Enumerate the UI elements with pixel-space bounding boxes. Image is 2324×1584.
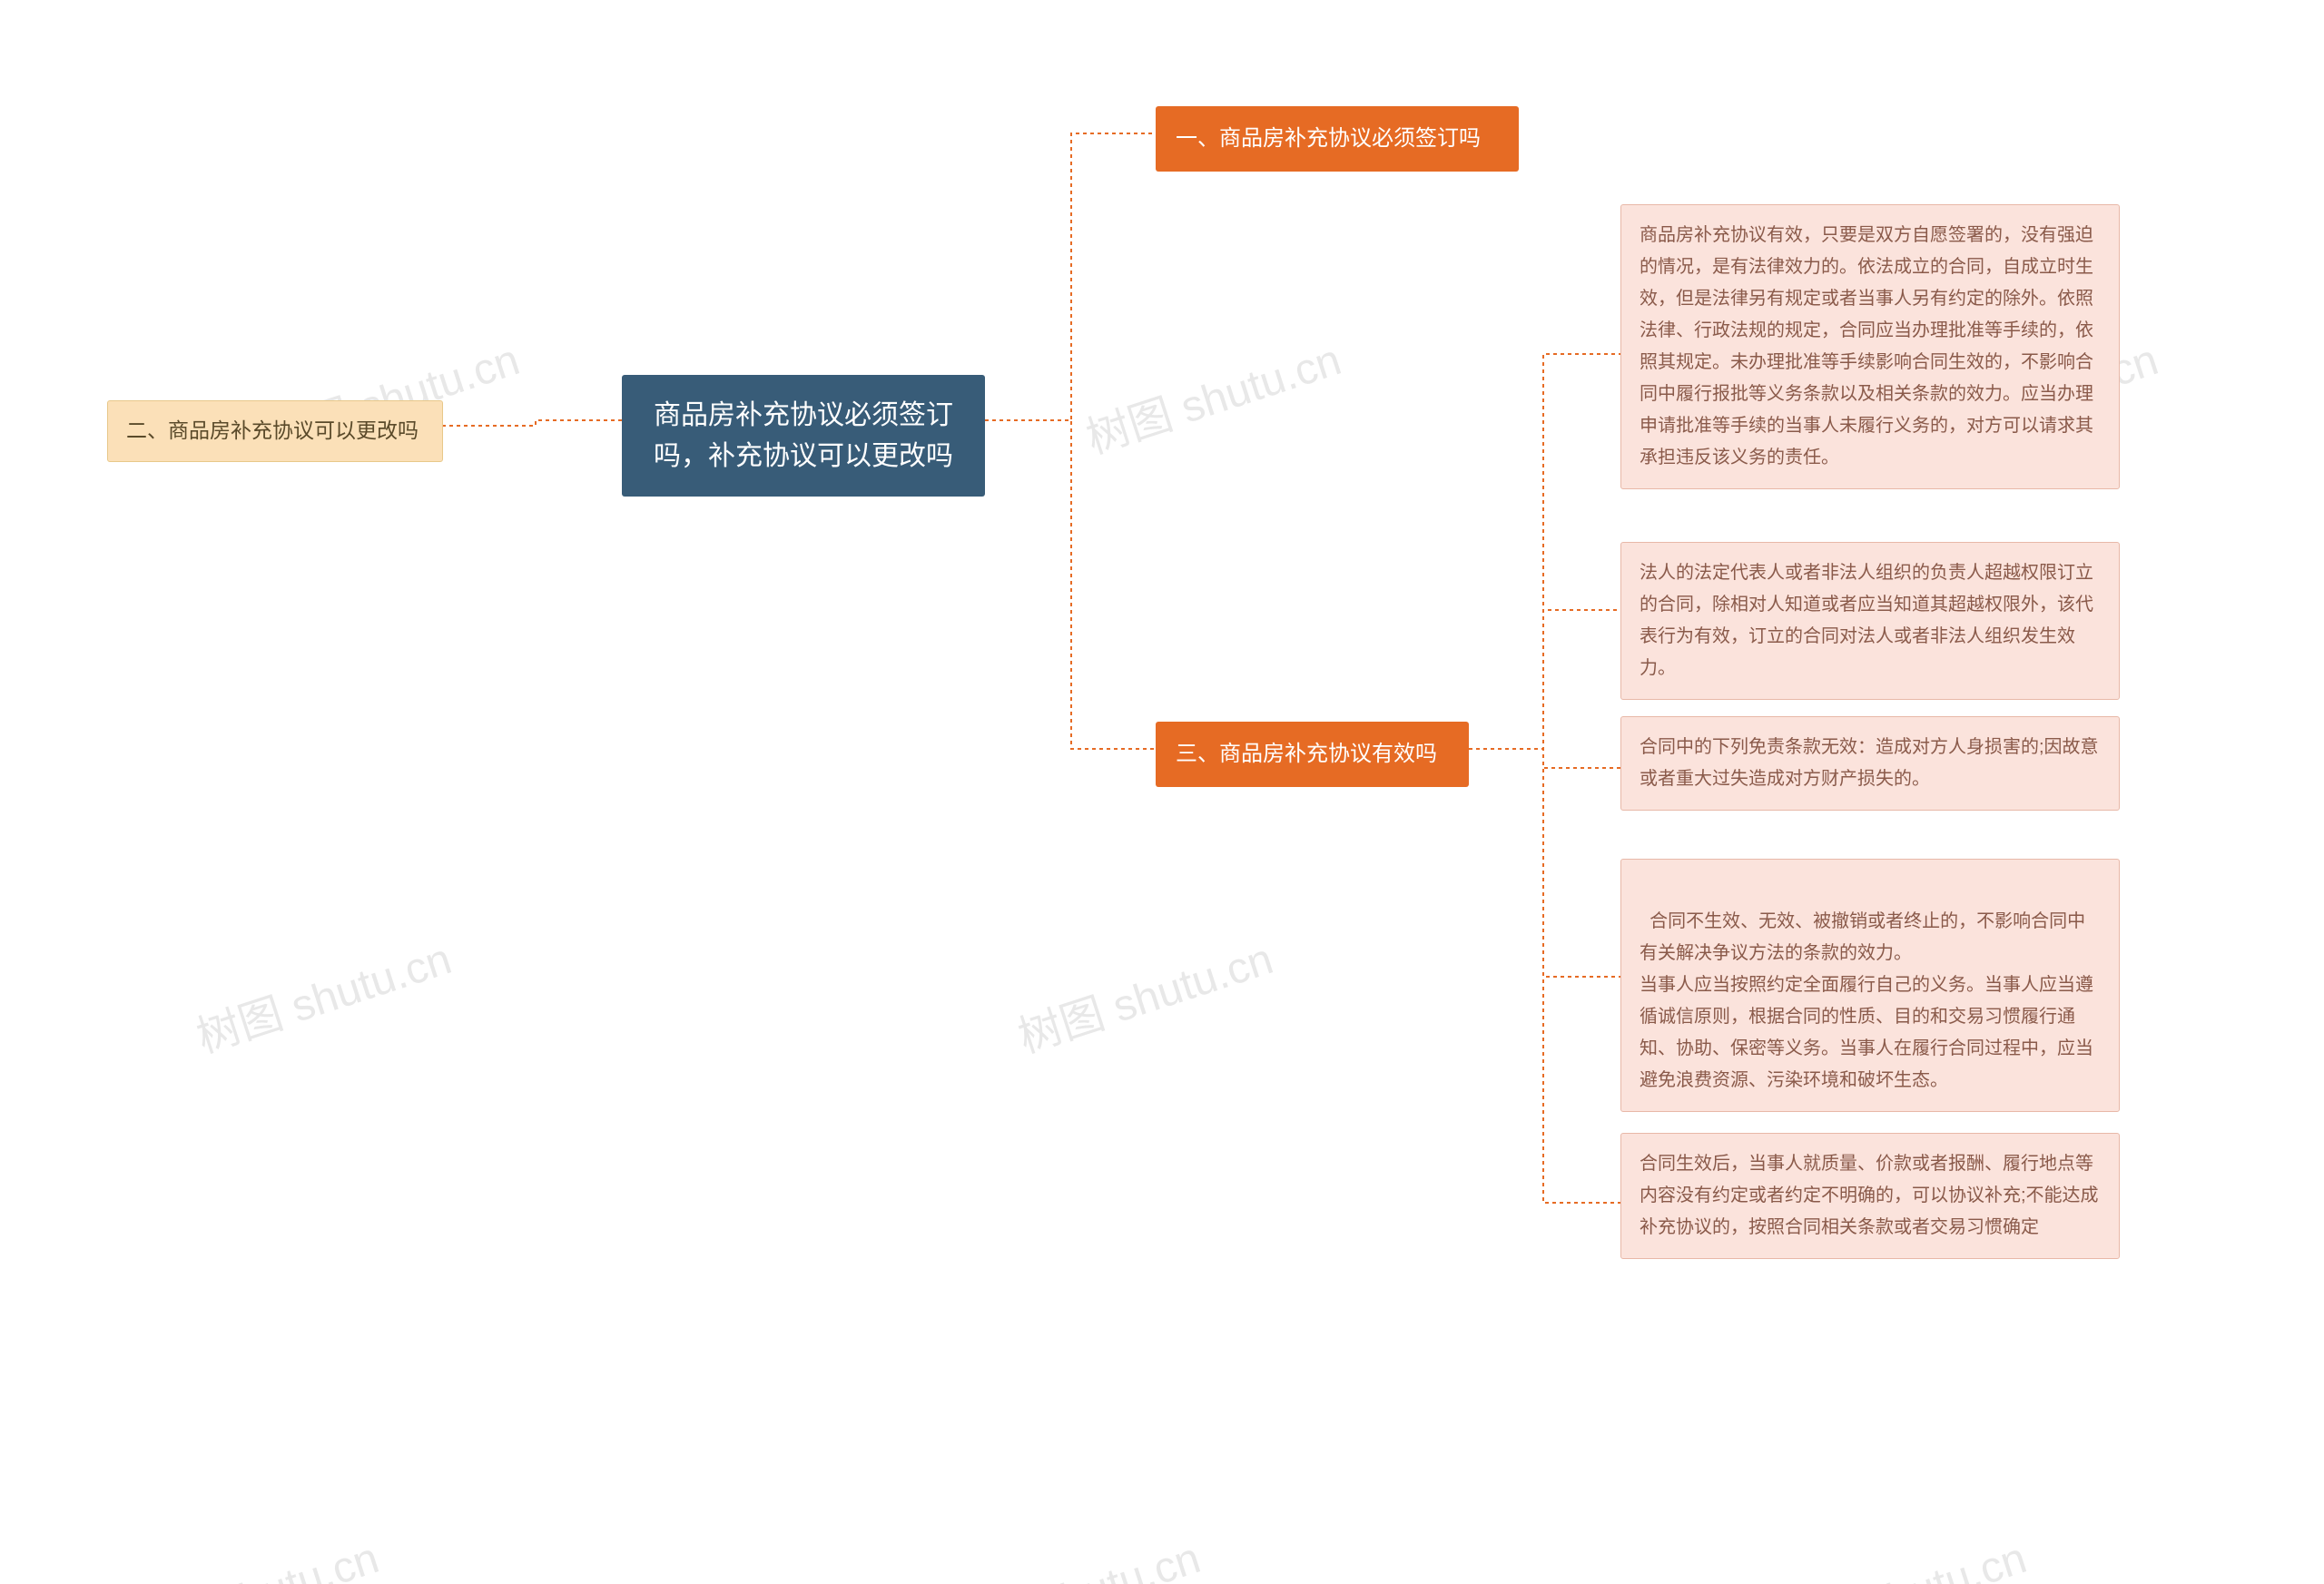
watermark: 树图 shutu.cn [1009,923,1279,1065]
leaf-node[interactable]: 商品房补充协议有效，只要是双方自愿签署的，没有强迫的情况，是有法律效力的。依法成… [1620,204,2120,489]
leaf-text: 法人的法定代表人或者非法人组织的负责人超越权限订立的合同，除相对人知道或者应当知… [1640,563,2093,678]
leaf-node[interactable]: 合同中的下列免责条款无效：造成对方人身损害的;因故意或者重大过失造成对方财产损失… [1620,716,2120,811]
branch-three[interactable]: 三、商品房补充协议有效吗 [1156,722,1469,787]
leaf-text: 合同生效后，当事人就质量、价款或者报酬、履行地点等内容没有约定或者约定不明确的，… [1640,1154,2099,1237]
mindmap-root[interactable]: 商品房补充协议必须签订 吗，补充协议可以更改吗 [622,375,985,497]
watermark: 树图 shutu.cn [1762,1522,2033,1584]
branch-three-label: 三、商品房补充协议有效吗 [1176,742,1437,766]
leaf-text: 商品房补充协议有效，只要是双方自愿签署的，没有强迫的情况，是有法律效力的。依法成… [1640,225,2093,467]
branch-two-label: 二、商品房补充协议可以更改吗 [126,418,419,442]
watermark: 树图 shutu.cn [1077,324,1347,466]
branch-one-label: 一、商品房补充协议必须签订吗 [1176,126,1481,151]
root-line1: 商品房补充协议必须签订 [654,400,953,430]
leaf-node[interactable]: 法人的法定代表人或者非法人组织的负责人超越权限订立的合同，除相对人知道或者应当知… [1620,542,2120,700]
watermark: 树图 shutu.cn [114,1522,385,1584]
leaf-text: 合同中的下列免责条款无效：造成对方人身损害的;因故意或者重大过失造成对方财产损失… [1640,737,2099,789]
branch-two[interactable]: 二、商品房补充协议可以更改吗 [107,400,443,462]
leaf-text: 合同不生效、无效、被撤销或者终止的，不影响合同中有关解决争议方法的条款的效力。 … [1640,911,2093,1090]
root-line2: 吗，补充协议可以更改吗 [654,441,953,471]
watermark: 树图 shutu.cn [187,923,458,1065]
leaf-node[interactable]: 合同生效后，当事人就质量、价款或者报酬、履行地点等内容没有约定或者约定不明确的，… [1620,1133,2120,1259]
branch-one[interactable]: 一、商品房补充协议必须签订吗 [1156,106,1519,172]
watermark: 树图 shutu.cn [936,1522,1206,1584]
leaf-node[interactable]: 合同不生效、无效、被撤销或者终止的，不影响合同中有关解决争议方法的条款的效力。 … [1620,859,2120,1112]
